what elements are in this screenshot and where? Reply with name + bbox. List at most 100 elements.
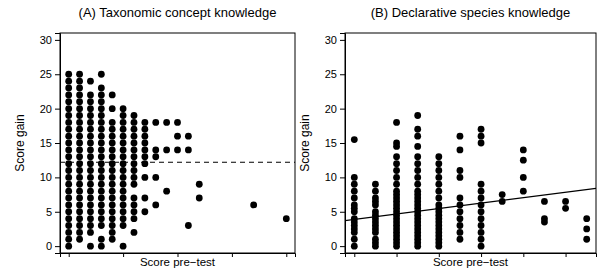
point [351, 195, 358, 202]
point [98, 222, 105, 229]
point [76, 201, 83, 208]
x-axis-title: Score pre−test [433, 256, 509, 268]
point [120, 215, 127, 222]
point [76, 146, 83, 153]
point [478, 222, 485, 229]
point [351, 136, 358, 143]
tick [354, 253, 355, 257]
y-axis-title: Score gain [13, 114, 27, 171]
point [87, 133, 94, 140]
tick: 5 [46, 206, 60, 218]
point [457, 222, 464, 229]
plot-area [345, 112, 596, 249]
point [120, 153, 127, 160]
line [345, 188, 596, 220]
point [76, 181, 83, 188]
point [351, 201, 358, 208]
point [120, 222, 127, 229]
tick-mark [55, 212, 60, 213]
point [98, 71, 105, 78]
point [541, 198, 548, 205]
point [76, 85, 83, 92]
point [65, 153, 72, 160]
point [76, 208, 83, 215]
point [131, 146, 138, 153]
point [65, 91, 72, 98]
tick-mark [55, 143, 60, 144]
point [457, 208, 464, 215]
tick [523, 253, 524, 257]
point [478, 140, 485, 147]
point [65, 208, 72, 215]
point [109, 153, 116, 160]
point [87, 167, 94, 174]
point [109, 167, 116, 174]
point [435, 160, 442, 167]
point [414, 126, 421, 133]
tick-mark [232, 253, 233, 257]
point [98, 153, 105, 160]
point [76, 160, 83, 167]
tick-mark [340, 246, 345, 247]
tick: 10 [325, 171, 345, 183]
tick: 20 [325, 103, 345, 115]
point [65, 174, 72, 181]
point [131, 126, 138, 133]
point [98, 215, 105, 222]
point [393, 160, 400, 167]
tick: 15 [40, 137, 60, 149]
point [185, 146, 192, 153]
tick-mark [55, 109, 60, 110]
point [65, 133, 72, 140]
y-axis-title: Score gain [298, 114, 312, 171]
tick: 30 [325, 34, 345, 46]
point [87, 188, 94, 195]
point [65, 85, 72, 92]
point [109, 222, 116, 229]
tick-label: 30 [40, 34, 52, 46]
point [414, 181, 421, 188]
point [65, 160, 72, 167]
point [120, 181, 127, 188]
point [414, 143, 421, 150]
point [65, 229, 72, 236]
tick-label: 5 [331, 206, 337, 218]
point [87, 140, 94, 147]
point [120, 174, 127, 181]
tick-label: 20 [40, 103, 52, 115]
point [457, 146, 464, 153]
point [351, 243, 358, 250]
point [372, 195, 379, 202]
point [87, 222, 94, 229]
point [65, 167, 72, 174]
point [76, 195, 83, 202]
tick-label: 10 [40, 171, 52, 183]
point [76, 71, 83, 78]
tick-mark [340, 177, 345, 178]
point [435, 153, 442, 160]
point [583, 215, 590, 222]
point [141, 208, 148, 215]
tick: 15 [325, 137, 345, 149]
tick-label: 25 [40, 68, 52, 80]
point [414, 167, 421, 174]
point [520, 174, 527, 181]
point [109, 91, 116, 98]
point [120, 208, 127, 215]
point [65, 243, 72, 250]
point [98, 160, 105, 167]
point [87, 105, 94, 112]
point [457, 174, 464, 181]
point [457, 195, 464, 202]
tick-mark [55, 40, 60, 41]
axis-line [55, 34, 61, 254]
tick-mark [340, 40, 345, 41]
point [76, 167, 83, 174]
point [65, 119, 72, 126]
point [98, 140, 105, 147]
point [457, 167, 464, 174]
point [76, 215, 83, 222]
plot-area [60, 71, 295, 250]
point [65, 126, 72, 133]
point [109, 174, 116, 181]
